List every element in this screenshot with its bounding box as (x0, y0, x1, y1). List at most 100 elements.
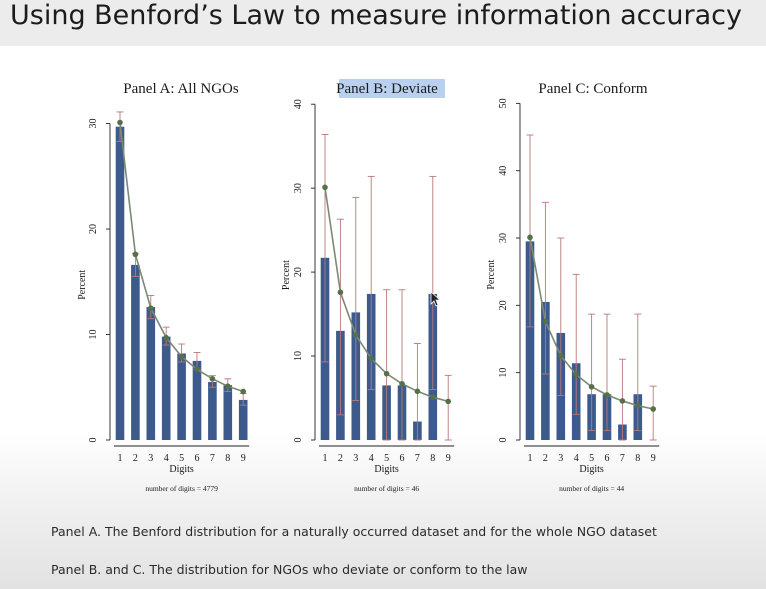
bar-digit-9 (238, 399, 248, 440)
y-tick-label: 20 (498, 300, 509, 310)
benford-point (383, 370, 390, 377)
x-tick-label: 1 (118, 453, 123, 464)
bar-digit-5 (177, 353, 186, 440)
x-axis-label: Digits (169, 464, 194, 475)
y-tick-label: 30 (88, 119, 99, 129)
mouse-cursor-icon (430, 291, 442, 307)
x-tick-label: 1 (323, 453, 328, 464)
x-tick-label: 2 (133, 453, 138, 464)
benford-point (240, 388, 246, 395)
benford-point (588, 384, 595, 390)
y-tick-label: 20 (293, 267, 304, 277)
bar-digit-3 (146, 307, 156, 440)
caption-panel-a: Panel A. The Benford distribution for a … (51, 524, 657, 539)
digit-count-note: number of digits = 44 (559, 484, 624, 493)
benford-point (353, 332, 359, 338)
slide-title-bar: Using Benford’s Law to measure informati… (0, 0, 766, 46)
y-tick-label: 40 (293, 99, 304, 109)
benford-point (322, 184, 328, 191)
benford-point (604, 392, 610, 398)
x-tick-label: 3 (148, 453, 153, 464)
x-tick-label: 9 (651, 453, 656, 464)
chart-panel-3: Panel C: Conform 0 10 20 30 40 50 Percent 1 2 3 4 5 6… (486, 81, 660, 493)
x-tick-label: 6 (605, 453, 610, 464)
y-tick-label: 0 (88, 438, 99, 443)
y-tick-label: 30 (498, 233, 509, 243)
x-tick-label: 3 (353, 453, 358, 464)
panel-title: Panel C: Conform (538, 81, 647, 97)
caption-panel-bc: Panel B. and C. The distribution for NGO… (51, 562, 528, 577)
benford-point (209, 376, 216, 382)
x-tick-label: 8 (635, 453, 640, 464)
bar-digit-2 (131, 264, 140, 440)
benford-point (399, 380, 405, 387)
y-axis-label: Percent (281, 260, 292, 290)
bar-digit-6 (192, 360, 202, 440)
y-tick-label: 30 (293, 183, 304, 193)
x-tick-label: 9 (241, 453, 246, 464)
benford-point (542, 318, 549, 325)
x-axis-label: Digits (579, 464, 604, 475)
y-axis-label: Percent (77, 270, 88, 300)
x-tick-label: 8 (430, 453, 435, 464)
benford-point (619, 398, 626, 404)
benford-point (445, 398, 452, 405)
x-tick-label: 6 (400, 453, 405, 464)
y-tick-label: 20 (88, 224, 99, 234)
bar-digit-4 (161, 336, 171, 440)
x-tick-label: 7 (210, 453, 215, 464)
x-tick-label: 9 (446, 453, 451, 464)
benford-point (368, 355, 375, 362)
benford-point (148, 305, 154, 311)
benford-point (337, 289, 344, 296)
y-tick-label: 0 (293, 438, 304, 443)
benford-point (163, 334, 169, 341)
chart-panel-2: Panel B: Deviate 0 10 20 30 40 Percent 1 2 3 4 5 6 7 8… (281, 79, 455, 493)
x-tick-label: 7 (415, 453, 420, 464)
x-tick-label: 6 (195, 453, 200, 464)
x-tick-label: 7 (620, 453, 625, 464)
benford-point (650, 406, 656, 412)
x-tick-label: 4 (574, 453, 579, 464)
x-tick-label: 4 (369, 453, 374, 464)
benford-point (132, 251, 139, 258)
benford-point (194, 366, 200, 373)
benford-point (558, 353, 564, 359)
benford-point (117, 119, 123, 126)
y-tick-label: 10 (498, 368, 509, 378)
bar-digit-8 (223, 385, 233, 440)
x-tick-label: 5 (589, 453, 594, 464)
panel-title: Panel A: All NGOs (123, 81, 239, 97)
x-axis-label: Digits (374, 464, 399, 475)
x-tick-label: 3 (558, 453, 563, 464)
benford-point (635, 402, 641, 409)
slide-title: Using Benford’s Law to measure informati… (10, 0, 742, 31)
x-tick-label: 8 (225, 453, 230, 464)
benford-point (225, 383, 231, 390)
bar-digit-1 (525, 241, 535, 440)
digit-count-note: number of digits = 46 (354, 484, 419, 493)
digit-count-note: number of digits = 4779 (145, 484, 218, 493)
bar-digit-1 (115, 126, 125, 441)
benford-point (414, 388, 421, 395)
title-selection-highlight (339, 79, 445, 98)
y-tick-label: 10 (293, 351, 304, 361)
bar-digit-7 (208, 381, 217, 440)
y-tick-label: 50 (498, 98, 509, 108)
benford-point (178, 353, 185, 360)
benford-point (527, 234, 533, 241)
chart-panel-1: Panel A: All NGOs 0 10 20 30 Percent 1 2 3 4 5 6 7 8 9… (77, 81, 250, 493)
y-tick-label: 0 (498, 438, 509, 443)
panel-title: Panel B: Deviate (336, 81, 438, 97)
x-tick-label: 2 (338, 453, 343, 464)
y-tick-label: 40 (498, 166, 509, 176)
y-tick-label: 10 (88, 330, 99, 340)
x-tick-label: 5 (384, 453, 389, 464)
x-tick-label: 4 (164, 453, 169, 464)
x-tick-label: 1 (528, 453, 533, 464)
y-axis-label: Percent (486, 259, 497, 289)
benford-point (573, 371, 579, 378)
benford-point (430, 394, 436, 400)
x-tick-label: 5 (179, 453, 184, 464)
